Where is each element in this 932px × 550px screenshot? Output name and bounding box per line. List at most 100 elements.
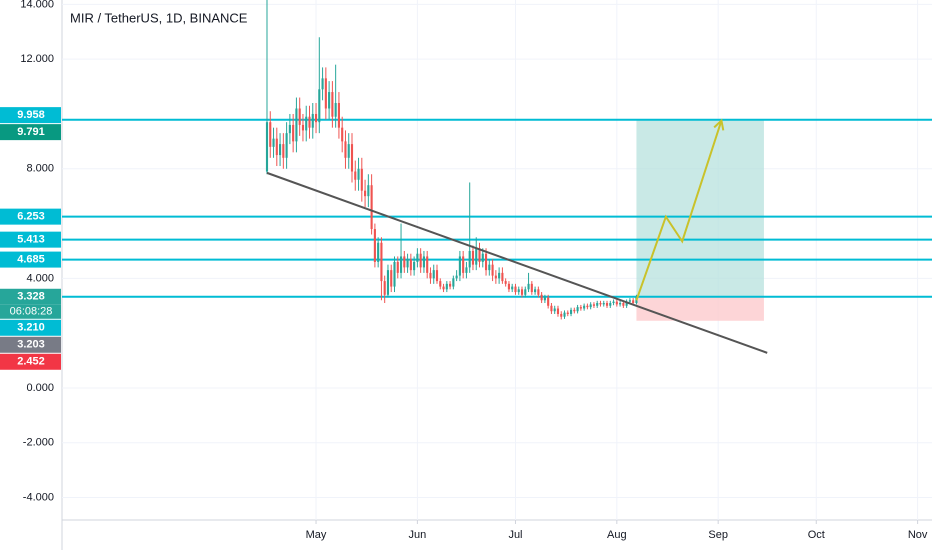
candle-body [360,168,363,191]
candle-body [314,113,318,123]
candle-body [380,242,383,282]
price-label: 3.328 [17,291,45,303]
chart-title: MIR / TetherUS, 1D, BINANCE [70,10,248,25]
countdown: 06:08:28 [10,306,53,318]
candle-body [569,309,573,314]
x-tick-label: May [306,529,327,541]
candle-body [619,303,622,305]
loss-zone [636,296,764,321]
candle-body [373,229,376,262]
price-label-box [0,319,61,336]
candle-body [328,92,331,109]
candle-body [540,294,543,301]
candle-body [458,256,461,276]
candle-body [602,303,605,305]
price-label: 6.253 [17,211,45,223]
candle-body [399,256,403,273]
candle-body [354,171,357,180]
candle-body [442,286,445,290]
candle-body [478,248,481,262]
candle-body [432,270,435,279]
candle-body [439,281,442,287]
candle-body [445,283,448,290]
x-tick-label: Nov [908,529,928,541]
candle-body [524,289,527,295]
price-label-box [0,231,61,248]
candle-body [416,253,419,262]
candle-body [494,275,497,279]
candle-body [311,113,314,128]
candle-body [576,307,579,312]
candle-body [350,144,354,172]
candle-body [370,185,373,230]
candle-body [295,108,298,142]
candle-body [514,286,517,293]
candle-body [622,303,625,306]
candle-body [419,253,422,268]
price-label: 2.452 [17,356,45,368]
x-tick-label: Aug [607,529,627,541]
candle-body [413,261,416,271]
candle-body [301,124,305,131]
projection-arrowhead [713,118,725,131]
candle-body [383,281,386,295]
candle-body [605,303,609,306]
candle-body [612,301,615,304]
candle-body [609,303,612,306]
candle-body [462,256,465,273]
profit-zone [636,119,764,297]
candle-body [481,253,484,262]
candle-body [435,270,439,282]
candle-body [305,116,308,131]
candle-body [403,256,406,268]
candle-body [269,122,272,147]
y-tick-label: 4.000 [26,272,54,284]
y-tick-label: -2.000 [23,437,54,449]
candle-body [272,138,275,147]
candle-body [507,283,510,290]
candle-body [331,92,334,117]
candle-body [396,261,399,273]
price-label: 9.958 [17,109,45,121]
price-label: 9.791 [17,126,45,138]
candle-body [517,289,520,293]
price-label-box [0,353,61,370]
candle-body [488,264,491,271]
candle-body [468,250,471,268]
candle-body [520,289,524,295]
candle-body [364,190,367,197]
candle-body [318,89,321,123]
candle-body [465,267,468,273]
candle-body [586,305,589,308]
candle-body [537,289,540,295]
candle-body [455,275,458,279]
candle-body [596,303,599,306]
x-tick-label: Sep [708,529,728,541]
price-label-box [0,208,61,225]
candle-body [347,144,350,158]
y-tick-label: 8.000 [26,163,54,175]
candle-body [429,272,432,279]
candle-body [573,309,576,312]
candle-body [563,312,566,317]
candle-body [579,307,582,309]
candle-body [279,144,282,156]
candle-body [357,168,360,180]
candle-body [504,281,507,284]
candle-body [543,297,546,301]
candle-body [377,242,380,262]
candle-body [449,283,452,287]
price-label-box [0,107,61,124]
candle-body [625,301,628,306]
candle-body [550,305,553,312]
y-tick-label: 14.000 [20,0,54,10]
candle-body [367,185,370,197]
candle-body [556,308,560,314]
candle-body [337,103,340,128]
price-label: 3.210 [17,322,45,334]
price-label-box [0,288,61,305]
x-tick-label: Jul [508,529,522,541]
candle-body [527,283,530,290]
candle-body [511,286,514,290]
